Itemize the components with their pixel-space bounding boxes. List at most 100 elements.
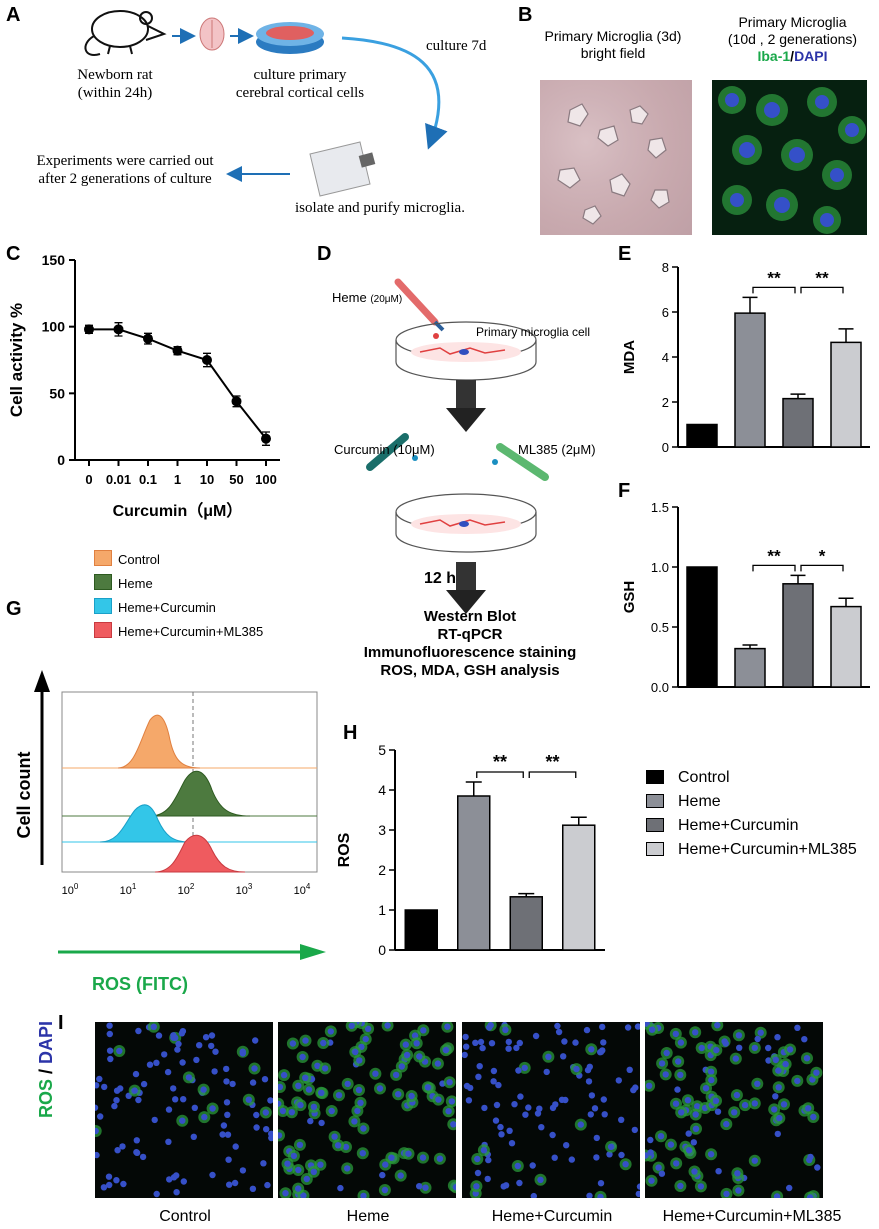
error-bar [742,296,758,314]
gsh-bar-chart: 0.00.51.01.5** *GSH [621,500,870,695]
y-tick-label: 4 [662,350,669,365]
bar [830,341,862,448]
cell-label: Primary microglia cell [476,325,591,339]
ros-dapi-image [278,1022,456,1198]
petri-dish-icon [395,493,537,553]
culture-label: culture primary cerebral cortical cells [235,67,365,101]
panel-d-workflow [366,278,549,614]
ros-dapi-image [645,1022,823,1198]
error-bar [838,597,854,607]
legend-item: Heme+Curcumin [646,814,857,838]
legend-item: Heme+Curcumin+ML385 [94,620,263,644]
x-tick-label: 10 [200,472,214,487]
fluorescence-title: Primary Microglia (10d , 2 generations) [727,14,858,47]
y-tick-label: 100 [42,319,66,335]
c-ylabel: Cell activity % [7,303,26,417]
y-tick-label: 0.0 [651,680,669,695]
y-tick-label: 8 [662,260,669,275]
legend-item: Heme [646,790,857,814]
bar-ylabel: MDA [621,340,638,374]
y-tick-label: 0 [378,942,386,958]
legend-item: Heme+Curcumin [94,596,263,620]
error-bar [518,892,535,897]
y-tick-label: 4 [378,782,386,798]
down-arrow-icon [446,562,486,614]
analyses-list: Western Blot RT-qPCR Immunofluorescence … [360,608,580,680]
panel-label-b: B [518,4,533,26]
rat-label: Newborn rat (within 24h) [77,67,153,101]
panel-label-e: E [618,243,632,265]
g-ylabel: Cell count [14,751,34,838]
rat-icon [84,10,167,56]
x-tick-label: 1 [174,472,181,487]
g-x-tick-label: 104 [294,882,311,897]
error-bar [465,781,482,796]
i-label-heme-curcumin: Heme+Curcumin [491,1208,613,1225]
data-point [113,324,124,335]
bar [404,909,438,951]
culture-days-label: culture 7d [426,38,487,54]
panel-label-h: H [343,722,358,744]
error-bar [790,574,806,584]
significance-label: ** [493,752,507,772]
culture-flask-icon [309,141,376,197]
petri-dish-icon [256,22,324,54]
curved-arrow-icon [341,36,448,150]
ros-bar-chart: 0 1 2 3 4 5 ** ** ROS [336,742,605,958]
flow-legend: Control Heme Heme+Curcumin Heme+Curcumin… [94,548,263,644]
significance-label: ** [545,752,559,772]
bar [782,583,814,688]
significance-bracket [752,564,796,572]
brain-icon [199,17,225,51]
i-label-heme-curcumin-ml385: Heme+Curcumin+ML385 [662,1208,842,1225]
ros-dapi-image [462,1022,640,1198]
error-bar [570,816,587,826]
y-tick-label: 3 [378,822,386,838]
data-point [172,345,183,356]
significance-label: ** [767,546,781,565]
error-bar [742,644,758,649]
panel-label-i: I [58,1012,64,1034]
data-point [143,333,153,344]
y-tick-label: 2 [378,862,386,878]
bar [686,566,718,688]
bar [830,605,862,688]
g-xlabel: ROS (FITC) [92,974,188,994]
heme-label: Heme (20μM) [332,290,403,305]
bar-ylabel: ROS [336,832,353,867]
analysis-item: Immunofluorescence staining [363,644,577,661]
legend-item: Control [646,766,857,790]
panel-label-a: A [6,4,21,26]
y-tick-label: 5 [378,742,386,758]
dropper-icon [394,278,445,339]
right-arrow-icon [300,944,326,960]
ros-dapi-image [95,1022,273,1198]
brightfield-image [540,80,692,235]
error-bar [838,328,854,343]
significance-bracket [800,286,844,294]
significance-bracket [528,771,577,778]
isolate-label: isolate and purify microglia. [295,200,465,216]
y-tick-label: 0.5 [651,620,669,635]
y-tick-label: 1.5 [651,500,669,515]
significance-bracket [476,771,524,778]
legend-item: Control [94,548,263,572]
time-label: 12 h [424,570,457,587]
y-tick-label: 1 [378,902,386,918]
mda-bar-chart: 0 2 4 6 8 ** ** MDA [621,260,870,455]
significance-bracket [800,564,844,572]
i-label-control: Control [159,1208,211,1225]
data-point [261,433,271,444]
panel-label-d: D [317,243,332,265]
iba1-dapi-image [712,80,867,235]
y-tick-label: 6 [662,305,669,320]
analysis-item: RT-qPCR [437,626,503,643]
y-tick-label: 2 [662,395,669,410]
up-arrow-icon [34,670,50,692]
cell-activity-line-chart: 0 50 100 150 0 0.01 0.1 1 10 50 100 Cell activity %… [7,252,280,520]
analysis-item: Western Blot [423,608,517,625]
i-label-heme: Heme [346,1208,390,1225]
x-tick-label: 50 [229,472,243,487]
x-tick-label: 0.01 [106,472,131,487]
bar [686,423,718,448]
